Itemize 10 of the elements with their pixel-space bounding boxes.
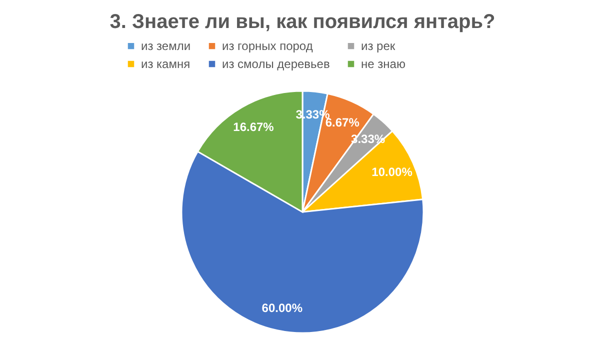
legend-label: из земли: [141, 39, 191, 54]
data-label: 16.67%: [233, 120, 274, 134]
legend-label: из камня: [141, 57, 190, 71]
legend-label: из смолы деревьев: [222, 57, 330, 71]
legend-label: из горных пород: [222, 39, 313, 54]
data-label: 60.00%: [262, 300, 303, 315]
data-label: 10.00%: [372, 165, 413, 180]
legend-label: из рек: [361, 39, 396, 54]
chart-title: 3. Знаете ли вы, как появился янтарь?: [110, 11, 496, 33]
legend-label: не знаю: [361, 57, 406, 71]
